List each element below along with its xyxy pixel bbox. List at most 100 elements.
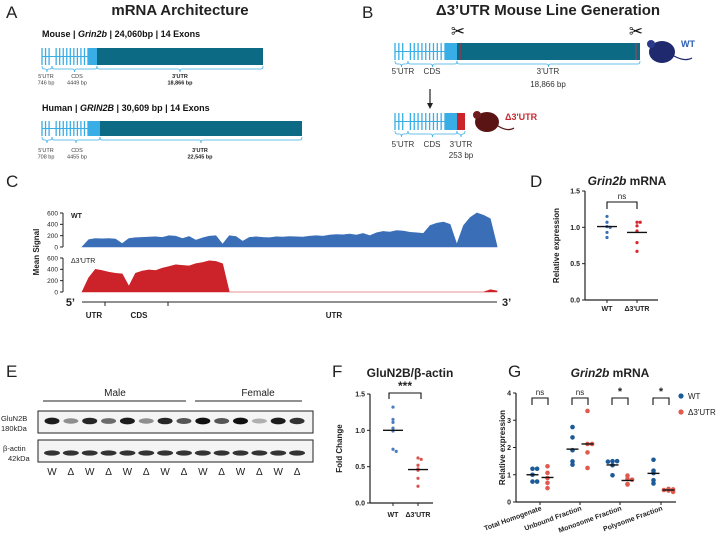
lane-label: W [47,467,57,478]
data-point [570,435,575,440]
panel-f: F GluN2B/β-actin 0.0 0.5 1.0 1.5 Fold Change… [332,362,453,519]
panel-b: B Δ3’UTR Mouse Line Generation ✂ ✂ WT 5’… [362,2,695,160]
cds-label: CDS [71,148,83,154]
utr3-length: 22,545 bp [187,155,213,161]
panel-title: Grin2b mRNA [588,174,667,188]
panel-letter: E [6,362,17,381]
band-glun2b [101,418,117,424]
data-point [391,417,395,422]
utr5-length: 708 bp [38,155,55,161]
data-point [391,426,395,430]
x-tick-label: WT [388,512,400,519]
band-beta-actin [175,450,192,456]
data-point [605,230,609,235]
y-tick-label: 3 [507,418,511,425]
y-tick-label: 400 [47,267,58,274]
y-axis-label: Relative expression [498,410,507,485]
region-bracket [41,65,53,73]
band-glun2b [119,417,135,425]
y-tick-label: 1.0 [355,428,365,435]
y-axis-label: Relative expression [552,208,561,283]
data-point [625,482,630,487]
significance-label: * [618,386,623,398]
y-tick-label: 0.0 [570,298,580,305]
data-point [545,480,550,486]
significance-bracket [388,392,422,399]
y-tick-label: 200 [47,278,58,285]
mouse-gene-model [41,48,264,73]
utr3-length: 18,866 bp [167,81,193,87]
panel-letter: A [6,3,18,22]
blot-label: β-actin [3,444,26,453]
cds-length: 4449 bp [67,81,87,87]
region-bracket [99,136,303,144]
coverage-area-del [81,260,498,293]
y-axis-label: Mean Signal [32,229,41,276]
band-glun2b [176,417,192,425]
panel-g: G Grin2b mRNA WT Δ3'UTR 0 1 2 3 4 Relative ex… [483,362,716,535]
band-glun2b [138,418,154,424]
utr5-label: 5'UTR [38,148,53,154]
region-bracket [456,130,466,138]
wt-label: WT [681,39,695,49]
region-bracket [456,60,641,68]
panel-letter: D [530,172,542,191]
y-tick-label: 0 [507,500,511,507]
cds-label: CDS [424,140,441,149]
three-prime-label: 3’ [502,297,511,309]
blot-size: 180kDa [1,424,28,433]
data-point [419,457,423,461]
x-tick-label: Δ3'UTR [406,512,431,519]
data-point [670,489,676,495]
scissors-icon: ✂ [629,22,643,41]
y-tick-label: 0 [54,289,58,296]
utr5-label: 5’UTR [392,67,415,76]
human-gene-model [41,121,303,144]
legend-marker-wt [678,393,684,399]
band-beta-actin [81,450,98,456]
utr3-block [457,43,640,60]
utr3-block [457,113,465,130]
band-glun2b [157,417,173,425]
utr3-label: 3’UTR [450,140,473,149]
y-tick-label: 1.5 [355,392,365,399]
significance-bracket [571,397,589,405]
human-gene-header: Human | GRIN2B | 30,609 bp | 14 Exons [42,103,210,113]
band-glun2b [289,417,305,425]
data-point [545,470,550,476]
lane-label: W [273,467,283,478]
y-axis-label: Fold Change [335,424,344,473]
lane-label: W [236,467,246,478]
cds-end-block [88,121,100,136]
x-tick-label: Δ3'UTR [625,306,650,313]
panel-e: E Male Female GluN2B 180kDa β-actin 42kD… [1,362,314,478]
region-bracket [51,65,98,73]
mouse-icon [647,40,693,63]
lane-label: Δ [143,467,150,478]
band-glun2b [63,418,79,424]
region-bracket [41,136,53,144]
data-point [570,462,575,467]
data-point [416,484,420,488]
y-tick-label: 0.5 [355,464,365,471]
mouse-gene-header: Mouse | Grin2b | 24,060bp | 14 Exons [42,29,200,39]
cds-end-block [445,43,457,60]
data-point [635,249,639,253]
y-tick-label: 400 [47,222,58,229]
region-bracket [407,130,458,138]
panel-c: C Mean Signal WT Δ3'UTR 5’ 3’ UTR CDS UT… [6,172,511,320]
lane-label: W [160,467,170,478]
cds-end-block [88,48,97,65]
significance-label: * [659,386,664,398]
y-tick-label: 2 [507,445,511,452]
band-beta-actin [100,450,117,456]
del-label: Δ3'UTR [505,112,538,122]
data-point [605,220,609,224]
region-label-utr5: UTR [86,311,103,320]
significance-bracket [606,201,638,209]
data-point [605,459,611,464]
data-point [605,214,609,219]
lane-label: W [85,467,95,478]
blot-size: 42kDa [8,454,31,463]
